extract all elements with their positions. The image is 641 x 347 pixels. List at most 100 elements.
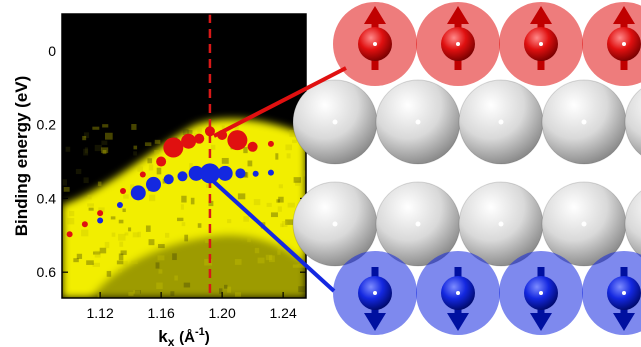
map-speckle: [298, 286, 306, 293]
atom-highlight: [332, 119, 338, 125]
map-speckle: [104, 132, 113, 140]
lattice-illustration: [292, 2, 641, 335]
map-speckle: [67, 217, 75, 225]
map-speckle: [234, 259, 242, 265]
map-speckle: [144, 142, 152, 147]
map-speckle: [266, 202, 272, 207]
map-speckle: [128, 227, 132, 232]
map-speckle: [94, 144, 102, 152]
map-speckle: [277, 250, 281, 255]
spin-down-point: [130, 185, 146, 201]
map-speckle: [130, 184, 135, 191]
map-speckle: [118, 269, 122, 273]
map-speckle: [137, 231, 141, 238]
atom-highlight: [539, 42, 543, 46]
map-speckle: [277, 206, 282, 212]
map-speckle: [128, 292, 134, 296]
map-speckle: [189, 163, 193, 170]
map-speckle: [227, 286, 232, 293]
map-speckle: [133, 145, 138, 150]
map-speckle: [76, 253, 83, 259]
spin-up-layer: [333, 2, 641, 86]
x-axis-label: kx (Å-1): [158, 326, 210, 347]
map-speckle: [177, 217, 184, 222]
map-speckle: [183, 282, 191, 288]
map-speckle: [106, 270, 112, 277]
spin-down-point: [97, 217, 104, 224]
map-speckle: [92, 262, 101, 267]
map-speckle: [278, 196, 284, 203]
map-speckle: [124, 232, 129, 236]
map-speckle: [257, 257, 265, 264]
map-speckle: [154, 150, 160, 155]
map-speckle: [289, 129, 297, 137]
map-speckle: [63, 186, 70, 192]
map-speckle: [254, 247, 260, 254]
map-speckle: [101, 140, 108, 145]
map-speckle: [111, 232, 116, 237]
map-speckle: [98, 207, 105, 213]
map-speckle: [292, 264, 298, 268]
map-speckle: [227, 219, 232, 224]
map-speckle: [145, 225, 151, 232]
map-speckle: [297, 263, 306, 268]
map-speckle: [119, 241, 124, 247]
x-tick-label: 1.12: [87, 305, 114, 321]
spin-down-spin-arrow: [364, 313, 386, 331]
map-speckle: [278, 184, 283, 189]
map-speckle: [86, 260, 94, 265]
map-speckle: [75, 168, 82, 175]
spin-up-spin-arrow: [530, 6, 552, 24]
map-speckle: [197, 128, 202, 133]
spin-up-point: [120, 188, 126, 195]
map-speckle: [110, 216, 116, 220]
map-speckle: [275, 153, 279, 160]
map-speckle: [157, 255, 165, 261]
map-speckle: [180, 204, 184, 210]
map-speckle: [181, 222, 186, 227]
spin-up-spin-arrow: [613, 6, 635, 24]
map-speckle: [137, 166, 143, 172]
spin-down-spin-arrow: [613, 313, 635, 331]
map-speckle: [285, 219, 294, 225]
spin-up-connector: [213, 66, 347, 138]
atom-highlight: [456, 291, 460, 295]
map-speckle: [270, 212, 278, 218]
map-speckle: [292, 139, 297, 143]
map-speckle: [69, 210, 75, 217]
map-speckle: [97, 294, 101, 298]
map-speckle: [277, 242, 285, 250]
map-speckle: [287, 202, 295, 208]
atom-highlight: [498, 221, 504, 227]
map-speckle: [148, 164, 154, 171]
map-speckle: [221, 125, 225, 130]
map-speckle: [102, 149, 107, 155]
map-speckle: [118, 253, 124, 261]
map-speckle: [133, 151, 137, 156]
spin-up-point: [247, 141, 258, 152]
y-tick-label: 0.4: [37, 190, 57, 206]
map-speckle: [148, 239, 155, 246]
map-speckle: [83, 177, 89, 184]
atom-highlight: [373, 42, 377, 46]
atom-highlight: [415, 119, 421, 125]
map-speckle: [187, 130, 193, 134]
map-speckle: [208, 200, 214, 207]
map-speckle: [197, 223, 202, 228]
map-speckle: [118, 219, 124, 224]
spin-up-point: [163, 137, 184, 158]
nonmagnetic-layer-top: [292, 79, 641, 165]
map-speckle: [280, 223, 284, 228]
grey-atom: [624, 190, 641, 258]
spin-up-point: [227, 130, 248, 151]
map-speckle: [156, 167, 162, 175]
atom-highlight: [373, 291, 377, 295]
map-speckle: [88, 207, 94, 211]
map-speckle: [116, 260, 124, 265]
atom-highlight: [456, 42, 460, 46]
map-speckle: [268, 255, 275, 263]
map-speckle: [253, 199, 261, 206]
map-speckle: [154, 139, 161, 144]
map-speckle: [122, 208, 126, 213]
